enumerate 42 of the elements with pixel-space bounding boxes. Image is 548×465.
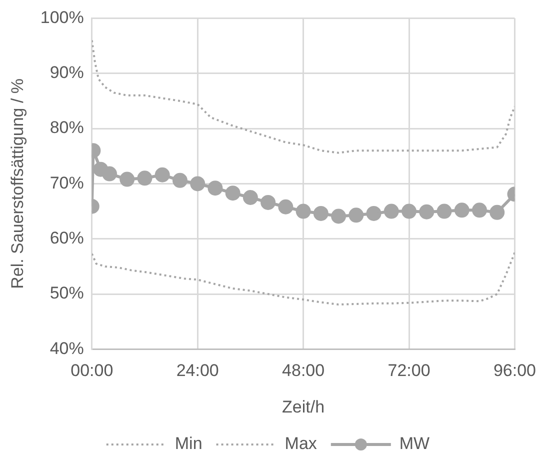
legend-label: MW (399, 434, 430, 454)
y-tick-label: 40% (50, 338, 84, 358)
x-tick-label: 48:00 (282, 361, 325, 380)
point (419, 204, 434, 220)
legend-label: Max (284, 434, 318, 454)
line-series (92, 39, 515, 154)
x-tick-label: 00:00 (70, 361, 114, 380)
point (190, 176, 206, 192)
point (490, 204, 505, 220)
y-tick-label: 50% (50, 284, 84, 303)
point (154, 167, 170, 182)
x-tick-label: 96:00 (493, 361, 536, 380)
y-tick-label: 80% (50, 118, 84, 138)
line-series (92, 252, 515, 306)
y-tick-label: 60% (50, 228, 84, 248)
point (208, 180, 223, 196)
point (296, 204, 311, 219)
point (472, 202, 487, 218)
point (172, 172, 188, 188)
point (137, 170, 152, 186)
y-tick-label: 100% (40, 8, 84, 27)
legend-label: Min (174, 434, 202, 454)
y-axis-title: Rel. Sauerstoffsättigung / % (8, 78, 27, 289)
y-tick-label: 90% (50, 63, 84, 82)
point (402, 204, 417, 219)
point (366, 206, 382, 221)
point (348, 208, 364, 223)
point (278, 199, 294, 214)
point (102, 166, 117, 182)
x-tick-label: 24:00 (176, 361, 219, 380)
point (436, 204, 452, 219)
point (242, 190, 258, 205)
x-axis-title: Zeit/h (282, 397, 325, 416)
y-tick-label: 70% (50, 173, 84, 192)
point (384, 204, 399, 219)
point (225, 186, 240, 201)
point (454, 202, 470, 218)
point (313, 206, 328, 221)
point (120, 172, 135, 187)
point (260, 194, 276, 210)
x-tick-label: 72:00 (388, 361, 430, 380)
point (331, 208, 346, 224)
